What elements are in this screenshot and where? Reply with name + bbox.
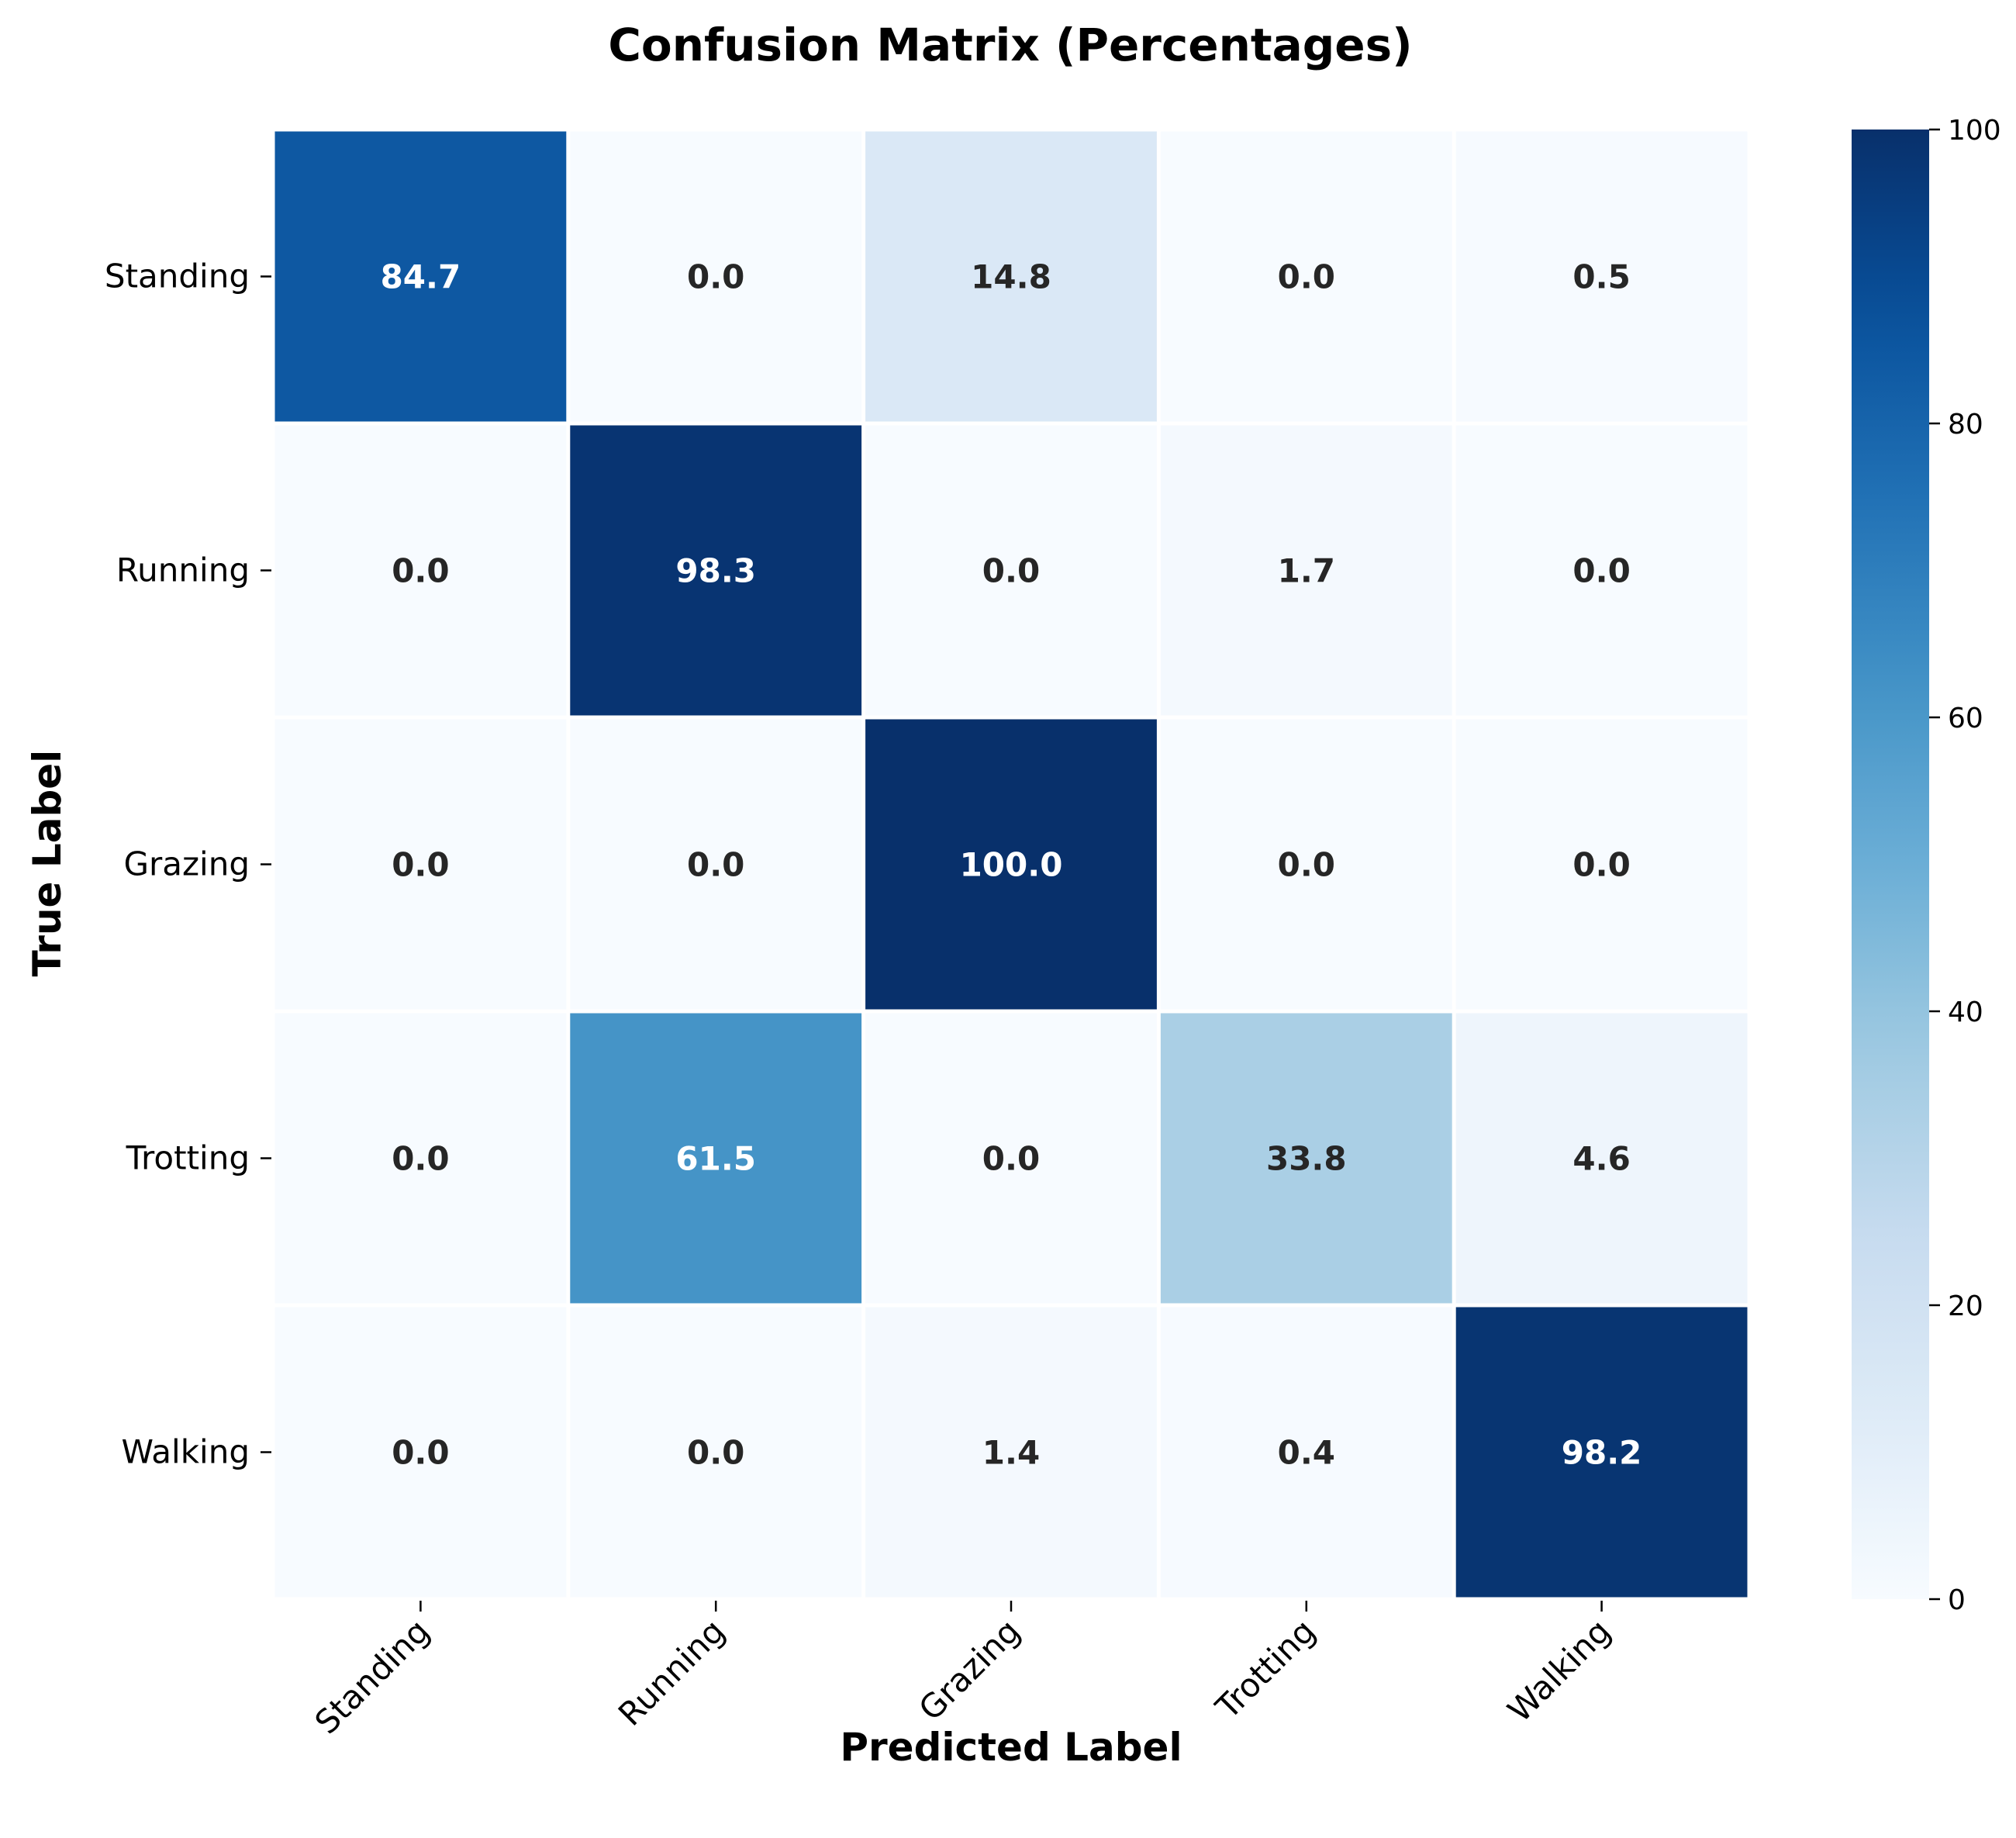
cell-value-label: 0.0 xyxy=(1278,846,1335,884)
colorbar-tick-label: 60 xyxy=(1948,703,1983,734)
cell-value-label: 0.0 xyxy=(1572,846,1630,884)
heatmap-cell xyxy=(274,719,567,1010)
colorbar-tick-label: 100 xyxy=(1948,115,2001,147)
x-tick-label: Standing xyxy=(308,1612,437,1741)
cell-value-label: 0.0 xyxy=(1572,552,1630,590)
cell-value-label: 98.3 xyxy=(675,552,756,590)
heatmap-cell xyxy=(570,1013,862,1304)
cell-value-label: 0.0 xyxy=(392,552,449,590)
heatmap-cell xyxy=(1455,425,1748,716)
colorbar-tick-label: 80 xyxy=(1948,409,1983,440)
colorbar: 0 20 40 60 80 100 xyxy=(1852,115,2001,1616)
heatmap-cell xyxy=(1160,425,1452,716)
y-tick-label: Trotting xyxy=(126,1139,250,1177)
heatmap-cell xyxy=(1455,131,1748,422)
heatmap-cell xyxy=(1160,1013,1452,1304)
heatmap-cell xyxy=(1455,719,1748,1010)
heatmap-cell xyxy=(1160,719,1452,1010)
heatmap-cell xyxy=(865,1013,1157,1304)
y-tick-label: Grazing xyxy=(123,845,250,883)
cell-value-label: 0.0 xyxy=(687,1434,744,1472)
colorbar-tick-label: 40 xyxy=(1948,997,1983,1028)
heatmap-cell xyxy=(570,1307,862,1598)
heatmap-cell xyxy=(865,425,1157,716)
heatmap-cell xyxy=(1455,1307,1748,1598)
y-axis-label: True Label xyxy=(25,750,70,977)
cell-value-label: 0.4 xyxy=(1278,1434,1335,1472)
cell-value-label: 1.4 xyxy=(982,1434,1040,1472)
colorbar-tick-label: 20 xyxy=(1948,1290,1983,1322)
cell-value-label: 0.5 xyxy=(1572,258,1630,296)
heatmap-cell xyxy=(1455,1013,1748,1304)
colorbar-tick-label: 0 xyxy=(1948,1584,1966,1616)
cell-value-label: 0.0 xyxy=(392,1434,449,1472)
heatmap-cell xyxy=(1160,131,1452,422)
cell-value-label: 0.0 xyxy=(687,846,744,884)
cell-value-label: 4.6 xyxy=(1572,1140,1630,1178)
heatmap-cell xyxy=(274,131,567,422)
cell-value-label: 14.8 xyxy=(971,258,1051,296)
cell-value-label: 100.0 xyxy=(960,846,1063,884)
heatmap-cell xyxy=(865,1307,1157,1598)
colorbar-gradient xyxy=(1852,130,1929,1599)
cell-value-label: 0.0 xyxy=(982,1140,1040,1178)
heatmap-cell xyxy=(570,719,862,1010)
cell-value-label: 61.5 xyxy=(675,1140,756,1178)
cell-value-label: 33.8 xyxy=(1266,1140,1347,1178)
x-axis-ticks: Standing Running Grazing Trotting Walking xyxy=(308,1601,1618,1741)
x-tick-label: Trotting xyxy=(1208,1612,1323,1726)
cell-value-label: 0.0 xyxy=(1278,258,1335,296)
chart-title: Confusion Matrix (Percentages) xyxy=(608,19,1412,71)
cell-value-label: 98.2 xyxy=(1562,1434,1642,1472)
heatmap-cell xyxy=(274,1013,567,1304)
x-tick-label: Walking xyxy=(1500,1612,1618,1729)
x-tick-label: Running xyxy=(611,1612,732,1733)
x-axis-label: Predicted Label xyxy=(840,1725,1182,1770)
heatmap-cells: 84.7 0.0 14.8 0.0 0.5 0.0 98.3 0.0 1.7 0.0 0.0 0.0 1… xyxy=(274,131,1748,1598)
heatmap-cell xyxy=(274,425,567,716)
heatmap-cell xyxy=(865,719,1157,1010)
cell-value-label: 0.0 xyxy=(982,552,1040,590)
x-tick-label: Grazing xyxy=(911,1612,1027,1728)
cell-value-label: 1.7 xyxy=(1278,552,1335,590)
cell-value-label: 0.0 xyxy=(392,1140,449,1178)
cell-value-label: 84.7 xyxy=(381,258,461,296)
heatmap-cell xyxy=(570,425,862,716)
y-tick-label: Walking xyxy=(121,1433,250,1471)
y-axis-ticks: Standing Running Grazing Trotting Walking xyxy=(105,257,271,1471)
heatmap-cell xyxy=(570,131,862,422)
cell-value-label: 0.0 xyxy=(392,846,449,884)
cell-value-label: 0.0 xyxy=(687,258,744,296)
heatmap-cell xyxy=(274,1307,567,1598)
heatmap-cell xyxy=(865,131,1157,422)
y-tick-label: Standing xyxy=(105,257,250,295)
heatmap-cell xyxy=(1160,1307,1452,1598)
y-tick-label: Running xyxy=(116,551,250,589)
